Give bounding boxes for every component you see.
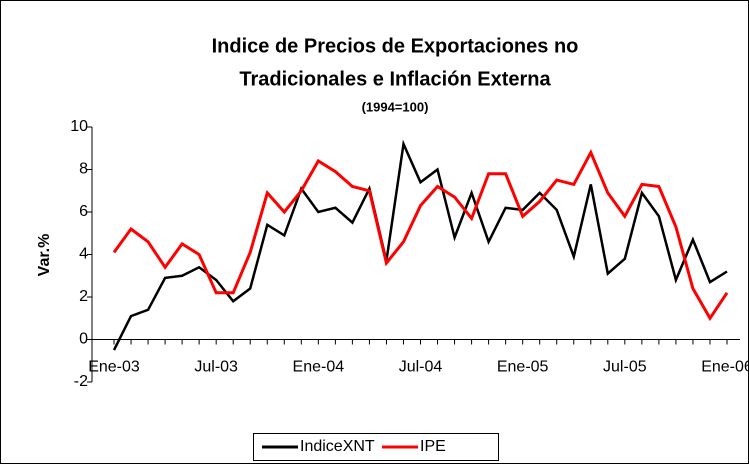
- data-line: [112, 149, 729, 322]
- legend-label: IndiceXNT: [300, 438, 375, 455]
- y-tick-label: 10: [70, 118, 88, 135]
- y-tick-label: 0: [79, 331, 88, 348]
- chart-subtitle: (1994=100): [362, 99, 429, 114]
- legend-label: IPE: [420, 438, 446, 455]
- y-axis-label: Var.%: [36, 234, 53, 277]
- x-tick-label: Ene-06: [701, 359, 749, 376]
- y-tick-label: -2: [74, 373, 88, 390]
- y-tick-label: 6: [79, 203, 88, 220]
- chart-title: Indice de Precios de Exportaciones no: [212, 35, 579, 57]
- x-tick-label: Jul-05: [603, 359, 647, 376]
- y-tick-label: 8: [79, 161, 88, 178]
- data-line: [112, 139, 728, 351]
- x-tick-label: Jul-04: [399, 359, 443, 376]
- y-tick-label: 4: [79, 246, 88, 263]
- y-tick-label: 2: [79, 288, 88, 305]
- x-tick-label: Ene-04: [293, 359, 345, 376]
- x-tick-label: Jul-03: [194, 359, 238, 376]
- x-tick-label: Ene-03: [88, 359, 140, 376]
- x-tick-label: Ene-05: [497, 359, 549, 376]
- chart-title: Tradicionales e Inflación Externa: [239, 68, 551, 90]
